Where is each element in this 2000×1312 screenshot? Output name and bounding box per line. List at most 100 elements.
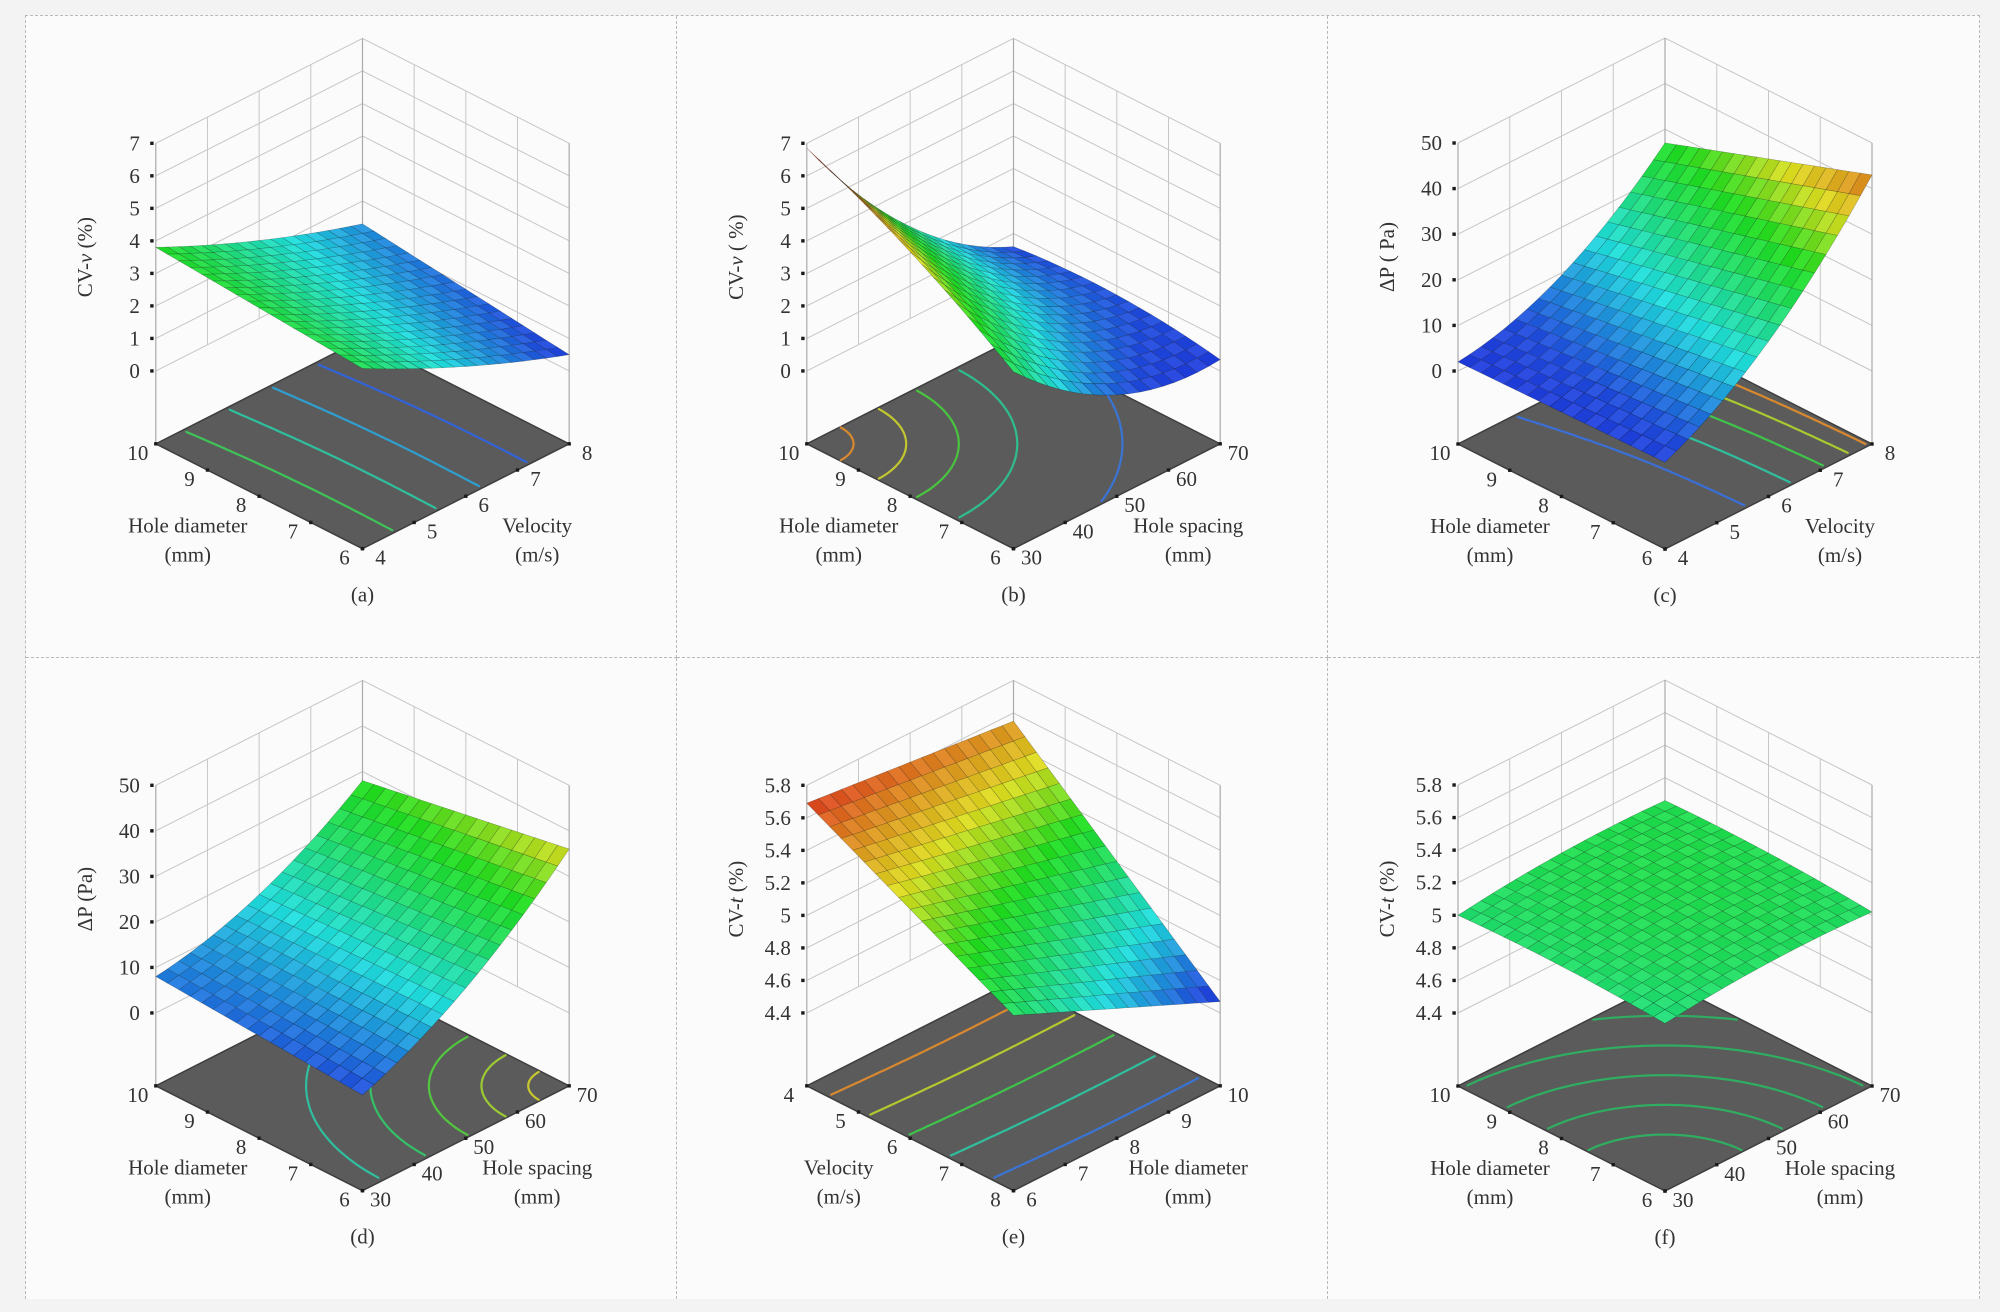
surface-quad [384,920,409,940]
surface-quad [1560,894,1586,908]
surface-quad [510,325,536,336]
surface-quad [1024,928,1049,944]
surface-quad [967,772,991,792]
surface-quad [350,251,375,262]
surface-quad [362,820,386,840]
surface-quad [1675,822,1701,835]
surface-quad [281,1039,306,1056]
surface-quad [442,925,467,946]
surface-quad [1583,845,1609,858]
surface-quad [1618,976,1643,991]
z-tick-label: 5 [780,903,790,927]
surface-quad [1664,329,1689,348]
surface-quad [1035,282,1061,291]
surface-quad [1744,881,1770,894]
z-tick-label: 7 [780,131,790,155]
surface-quad [1710,828,1735,841]
surface-quad [1652,879,1678,893]
surface-quad [1676,404,1700,423]
surface-quad [1721,880,1747,894]
surface-quad [1779,888,1804,902]
surface-quad [1721,904,1747,918]
contour-line [272,386,481,488]
surface-quad [511,874,536,895]
left-axis-tick-label: 8 [990,1188,1000,1212]
z-tick-label: 5.2 [1416,871,1442,895]
surface-quad [1687,409,1712,428]
surface-quad [339,794,363,814]
surface-quad [292,242,318,253]
surface-quad [281,261,306,270]
surface-quad [1618,296,1643,315]
surface-quad [304,313,329,322]
surface-quad [1767,882,1793,895]
surface-quad [1001,349,1026,369]
z-tick-dot [801,1011,805,1015]
surface-quad [269,245,295,255]
surface-quad [1652,942,1678,957]
surface-quad [990,725,1014,746]
surface-quad [1814,232,1838,255]
surface-quad [293,1029,318,1047]
surface-quad [453,872,478,893]
surface-quad [1721,929,1747,944]
surface-quad [304,241,329,251]
surface-quad [955,879,980,897]
surface-quad [362,892,386,912]
surface-quad [1653,325,1677,344]
surface-quad [1024,827,1049,846]
surface-quad [1024,943,1049,959]
right-axis-tick-label: 4 [375,546,386,570]
z-tick-label: 2 [129,294,139,318]
surface-quad [1630,351,1654,370]
surface-quad [487,354,513,364]
surface-mesh [806,147,1221,396]
surface-quad [1641,356,1666,374]
z-tick-dot [1452,978,1456,983]
surface-quad [350,834,375,854]
surface-quad [1035,363,1061,380]
surface-quad [978,840,1003,859]
surface-quad [1779,876,1804,890]
surface-quad [1001,341,1026,361]
surface-quad [1606,892,1632,906]
surface-quad [1630,247,1654,267]
tick-dot [805,1084,809,1088]
z-tick-dot [801,783,805,787]
surface-quad [396,795,421,815]
right-axis-title: Hole diameter [1129,1156,1248,1180]
surface-quad [1710,326,1735,346]
surface-quad [1116,992,1141,1008]
z-tick-dot [801,946,805,950]
surface-quad [1710,269,1735,290]
surface-quad [1756,899,1781,913]
surface-quad [1744,942,1770,957]
surface-quad [967,261,991,274]
surface-quad [350,940,375,959]
surface-quad [1070,996,1095,1012]
surface-quad [1710,974,1735,989]
surface-quad [327,843,352,862]
surface-quad [1629,833,1655,846]
z-axis-title: CV-v ( %) [724,214,748,299]
surface-quad [1023,255,1049,263]
tick-dot [567,1084,571,1088]
surface-quad [499,353,525,363]
surface-quad [339,970,363,988]
surface-quad [1012,275,1038,284]
right-axis-tick-label: 70 [1880,1083,1901,1107]
z-tick-label: 10 [119,955,140,979]
z-tick-dot [150,829,154,833]
surface-quad [1468,900,1494,914]
surface-quad [1081,311,1107,322]
surface-quad [1093,932,1118,950]
surface-quad [316,1042,340,1060]
surface-quad [511,833,536,855]
surface-quad [178,981,203,997]
right-axis-unit: (mm) [1817,1185,1864,1209]
tick-dot [464,1136,468,1140]
panel-e: 4.4 4.6 4.8 5 5.2 5.4 5.6 5.8 CV-t (%) 8 7 6 5 4 6 7 8 9 1… [677,658,1328,1299]
surface-quad [316,908,340,927]
surface-quad [1607,293,1631,311]
z-axis [801,141,805,373]
